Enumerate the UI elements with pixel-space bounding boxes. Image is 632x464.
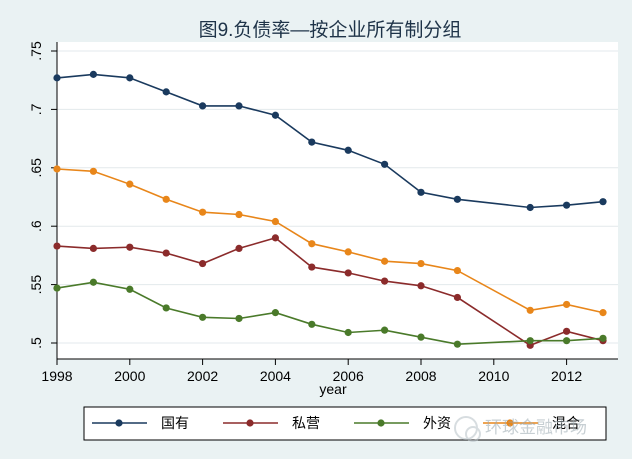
data-point xyxy=(381,257,389,265)
data-point xyxy=(235,244,243,252)
legend-label: 私营 xyxy=(292,416,320,432)
data-point xyxy=(526,337,534,345)
data-point xyxy=(199,102,207,110)
data-point xyxy=(235,102,243,110)
data-point xyxy=(453,195,461,203)
plot-area xyxy=(57,42,618,359)
data-point xyxy=(563,201,571,209)
data-point xyxy=(53,242,61,250)
data-point xyxy=(308,240,316,248)
data-point xyxy=(417,282,425,290)
y-tick-label: .5 xyxy=(28,337,44,349)
data-point xyxy=(453,293,461,302)
wechat-icon-bubble xyxy=(465,426,481,442)
y-tick-label: .65 xyxy=(28,158,44,178)
data-point xyxy=(599,334,607,342)
x-tick-label: 2012 xyxy=(551,368,582,384)
watermark-text: 环球金融市场 xyxy=(485,418,587,438)
data-point xyxy=(344,269,352,277)
data-point xyxy=(308,263,316,271)
data-point xyxy=(344,248,352,256)
data-point xyxy=(89,70,97,78)
legend-label: 外资 xyxy=(423,416,451,432)
data-point xyxy=(89,278,97,286)
data-point xyxy=(271,111,279,119)
data-point xyxy=(162,88,170,96)
data-point xyxy=(199,313,207,321)
axes: .5 .55 .6 .65 .7 .75 1998 2000 2002 2004 2006 2008 2… xyxy=(28,41,618,384)
data-point xyxy=(599,198,607,206)
data-point xyxy=(89,244,97,252)
data-point xyxy=(453,266,461,275)
data-point xyxy=(381,160,389,168)
x-axis-label: year xyxy=(319,381,347,397)
legend: 国有 私营 外资 混合 xyxy=(83,406,607,441)
data-point xyxy=(53,165,61,173)
y-tick-label: .6 xyxy=(28,220,44,232)
x-tick-label: 1998 xyxy=(41,368,72,384)
data-point xyxy=(162,195,170,203)
data-point xyxy=(526,203,534,212)
x-tick-label: 2006 xyxy=(333,368,364,384)
y-tick-label: .75 xyxy=(28,41,44,61)
data-point xyxy=(417,333,425,341)
watermark: 环球金融市场 xyxy=(454,416,587,442)
data-point xyxy=(89,167,97,175)
legend-swatch-marker xyxy=(115,419,123,427)
y-tick-label: .55 xyxy=(28,275,44,295)
data-point xyxy=(235,314,243,323)
data-point xyxy=(381,326,389,334)
data-point xyxy=(599,309,607,317)
chart-title: 图9.负债率—按企业所有制分组 xyxy=(199,19,462,41)
legend-swatch-marker xyxy=(377,419,385,427)
x-tick-label: 2004 xyxy=(260,368,291,384)
series-lines xyxy=(53,70,607,349)
x-tick-label: 2002 xyxy=(187,368,218,384)
data-point xyxy=(344,146,352,154)
data-point xyxy=(563,327,571,335)
data-point xyxy=(381,277,389,285)
legend-swatch-marker xyxy=(506,419,514,427)
data-point xyxy=(162,304,170,312)
data-point xyxy=(162,249,170,257)
data-point xyxy=(199,259,207,268)
gridlines xyxy=(57,50,618,344)
data-point xyxy=(53,284,61,292)
data-point xyxy=(235,210,243,219)
data-point xyxy=(271,234,279,242)
x-tick-label: 2010 xyxy=(478,368,509,384)
data-point xyxy=(308,320,316,328)
data-point xyxy=(126,285,134,293)
data-point xyxy=(526,306,534,314)
data-point xyxy=(271,309,279,317)
data-point xyxy=(563,300,571,309)
x-tick-label: 2000 xyxy=(114,368,145,384)
x-tick-label: 2008 xyxy=(405,368,436,384)
data-point xyxy=(563,337,571,345)
data-point xyxy=(199,208,207,216)
data-point xyxy=(344,328,352,337)
data-point xyxy=(453,340,461,348)
data-point xyxy=(126,74,134,82)
data-point xyxy=(271,217,279,226)
legend-label: 国有 xyxy=(161,416,189,432)
legend-label: 混合 xyxy=(552,416,580,432)
data-point xyxy=(417,259,425,268)
legend-swatch-marker xyxy=(246,419,254,427)
data-point xyxy=(126,180,134,188)
data-point xyxy=(126,243,134,251)
y-tick-label: .7 xyxy=(28,103,44,115)
data-point xyxy=(53,74,61,82)
data-point xyxy=(417,188,425,196)
data-point xyxy=(308,138,316,146)
